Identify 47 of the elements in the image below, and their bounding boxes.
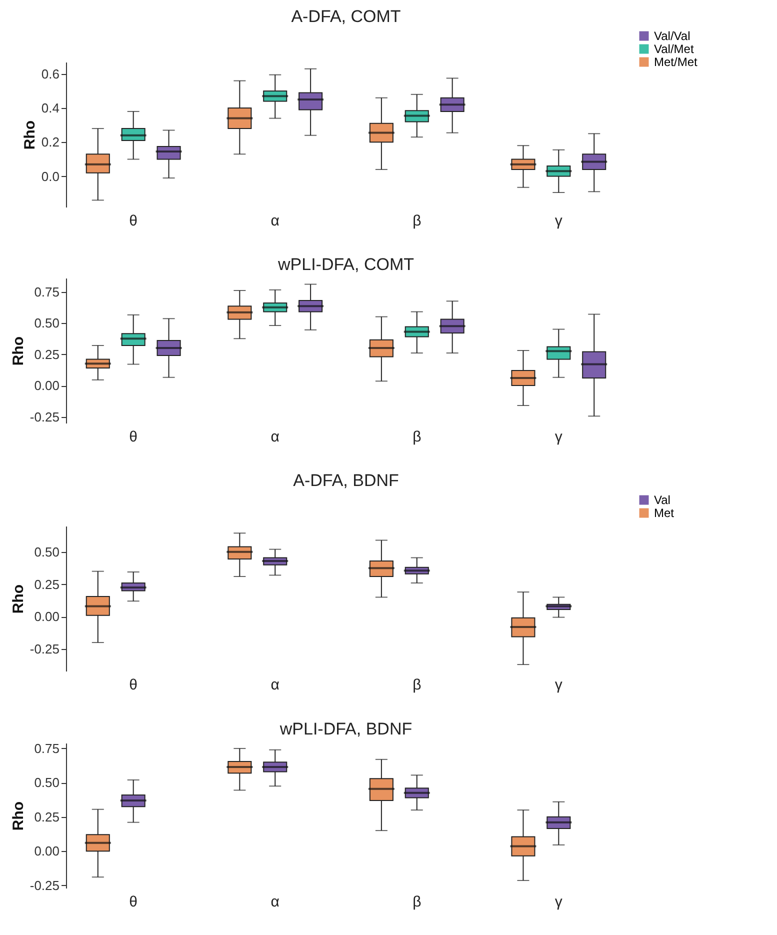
legend-label: Val/Val <box>654 29 690 43</box>
y-axis-title: Rho <box>10 584 27 614</box>
x-tick-label: γ <box>554 212 563 230</box>
x-tick-label: θ <box>129 428 138 446</box>
y-axis-title: Rho <box>21 120 38 150</box>
y-axis-title: Rho <box>10 336 27 366</box>
x-tick-label: β <box>412 428 422 446</box>
chart-title: wPLI-DFA, COMT <box>276 255 414 274</box>
x-tick-label: β <box>412 212 422 230</box>
y-tick-label: -0.25 <box>30 641 60 656</box>
legend-label: Met/Met <box>654 55 698 69</box>
y-tick-label: 0.00 <box>34 844 60 859</box>
x-tick-label: γ <box>554 676 563 694</box>
x-tick-label: α <box>270 212 280 230</box>
x-tick-label: α <box>270 676 280 694</box>
y-tick-label: 0.75 <box>34 740 60 756</box>
x-tick-label: β <box>412 894 422 910</box>
x-tick-label: θ <box>129 212 138 230</box>
x-tick-label: θ <box>129 894 138 910</box>
y-tick-label: -0.25 <box>30 409 60 424</box>
y-tick-label: 0.25 <box>34 809 60 824</box>
y-tick-label: 0.00 <box>34 609 60 624</box>
legend-label: Val <box>654 493 670 507</box>
y-tick-label: 0.00 <box>34 378 60 393</box>
x-tick-label: β <box>412 676 422 694</box>
y-tick-label: 0.0 <box>41 168 60 184</box>
legend-label: Val/Met <box>654 42 694 56</box>
y-tick-label: 0.50 <box>34 316 60 330</box>
y-tick-label: 0.25 <box>34 346 60 362</box>
y-axis-title: Rho <box>10 801 27 831</box>
chart-title: A-DFA, BDNF <box>293 471 399 490</box>
chart-title: A-DFA, COMT <box>291 7 401 26</box>
y-tick-label: 0.25 <box>34 576 60 592</box>
chart-title: wPLI-DFA, BDNF <box>278 719 412 738</box>
x-tick-label: γ <box>554 894 563 910</box>
x-tick-label: α <box>270 428 280 446</box>
y-tick-label: 0.4 <box>41 100 60 116</box>
x-tick-label: θ <box>129 676 138 694</box>
y-tick-label: 0.50 <box>34 775 60 790</box>
y-tick-label: 0.2 <box>41 134 60 150</box>
legend-label: Met <box>654 506 675 520</box>
y-tick-label: 0.6 <box>41 66 60 82</box>
y-tick-label: 0.75 <box>34 284 60 300</box>
y-tick-label: -0.25 <box>30 878 60 893</box>
x-tick-label: α <box>270 894 280 910</box>
x-tick-label: γ <box>554 428 563 446</box>
y-tick-label: 0.50 <box>34 544 60 560</box>
